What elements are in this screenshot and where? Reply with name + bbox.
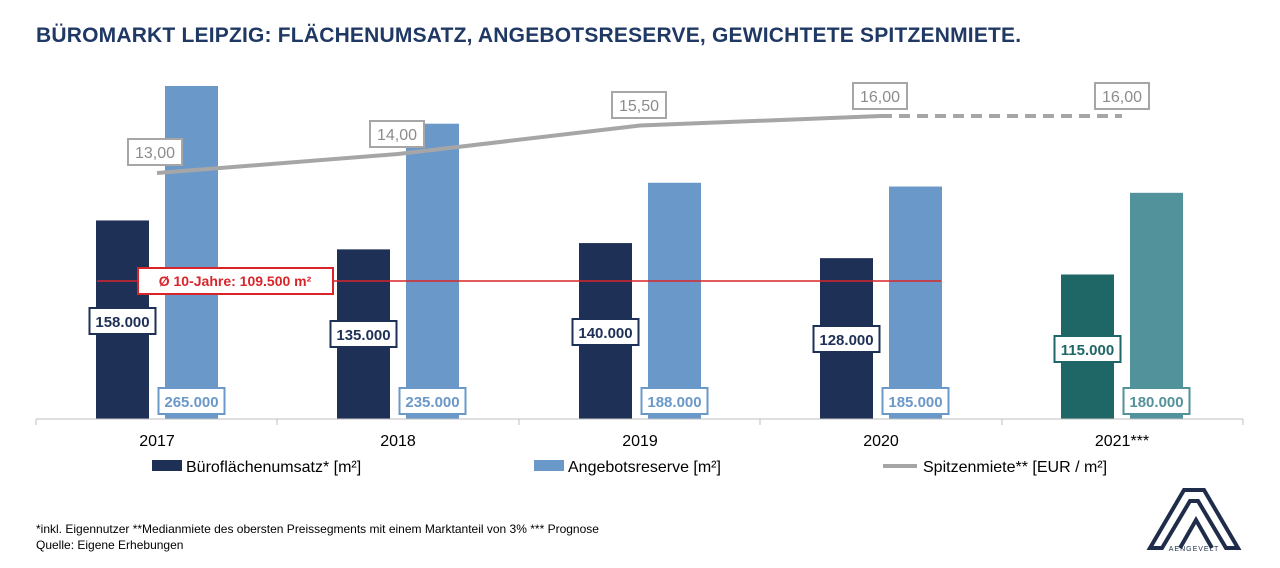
- reference-label: Ø 10-Jahre: 109.500 m²: [159, 273, 312, 289]
- reserve-label-box-2: [640, 387, 709, 415]
- rent-label-1: 14,00: [377, 127, 417, 144]
- legend-label-2: Spitzenmiete** [EUR / m²]: [923, 459, 1107, 476]
- x-tick-label-1: 2018: [380, 433, 416, 450]
- umsatz-label-3: 128.000: [819, 332, 873, 349]
- rent-label-4: 16,00: [1102, 89, 1142, 106]
- x-tick-label-2: 2019: [622, 433, 658, 450]
- umsatz-label-0: 158.000: [95, 314, 149, 331]
- x-tick-label-4: 2021***: [1095, 433, 1149, 450]
- reserve-label-3: 185.000: [888, 394, 942, 411]
- legend: Büroflächenumsatz* [m²] Angebotsreserve […: [152, 459, 1107, 476]
- reserve-label-box-0: [157, 387, 226, 415]
- bars-layer: [96, 86, 1183, 419]
- umsatz-label-box-1: [329, 320, 398, 348]
- rent-line: [156, 114, 882, 175]
- reserve-label-box-1: [398, 387, 467, 415]
- reserve-label-box-4: [1122, 387, 1191, 415]
- rent-line-layer: [156, 114, 1122, 175]
- x-axis: 2017 2018 2019 2020 2021***: [35, 418, 1244, 450]
- legend-label-0: Büroflächenumsatz* [m²]: [186, 459, 361, 476]
- reserve-label-2: 188.000: [647, 394, 701, 411]
- reserve-label-box-3: [881, 387, 950, 415]
- bar-reserve-3: [889, 186, 942, 419]
- umsatz-label-1: 135.000: [336, 327, 390, 344]
- rent-label-box-1: [369, 120, 425, 148]
- aengevelt-logo-icon: [1146, 488, 1242, 550]
- rent-label-2: 15,50: [619, 98, 659, 115]
- bar-reserve-4: [1130, 192, 1183, 419]
- bar-reserve-2: [648, 182, 701, 419]
- umsatz-label-box-2: [571, 318, 640, 346]
- reserve-label-0: 265.000: [164, 394, 218, 411]
- rent-label-box-2: [611, 91, 667, 119]
- chart-title: BÜROMARKT LEIPZIG: FLÄCHENUMSATZ, ANGEBO…: [36, 24, 1022, 47]
- footnote-line-1: *inkl. Eigennutzer **Medianmiete des obe…: [36, 522, 599, 536]
- logo-text: AENGEVELT: [1168, 546, 1220, 553]
- reference-line-layer: Ø 10-Jahre: 109.500 m²: [97, 267, 941, 295]
- footnote: *inkl. Eigennutzer **Medianmiete des obe…: [36, 521, 599, 553]
- reserve-label-4: 180.000: [1129, 394, 1183, 411]
- umsatz-label-2: 140.000: [578, 325, 632, 342]
- rent-label-0: 13,00: [135, 145, 175, 162]
- rent-label-3: 16,00: [860, 89, 900, 106]
- data-labels-layer: 13,00 14,00 15,50 16,00 16,00 158.000 135.000 1…: [88, 82, 1191, 415]
- umsatz-label-box-0: [88, 307, 157, 335]
- reference-label-box: [137, 267, 334, 295]
- footnote-line-2: Quelle: Eigene Erhebungen: [36, 538, 184, 552]
- umsatz-label-box-3: [812, 325, 881, 353]
- x-tick-label-3: 2020: [863, 433, 899, 450]
- bar-reserve-0: [165, 86, 218, 419]
- umsatz-label-box-4: [1053, 335, 1122, 363]
- legend-swatch-0: [152, 460, 182, 471]
- rent-label-box-4: [1094, 82, 1150, 110]
- legend-label-1: Angebotsreserve [m²]: [568, 459, 721, 476]
- legend-swatch-1: [534, 460, 564, 471]
- umsatz-label-4: 115.000: [1061, 342, 1114, 359]
- rent-label-box-3: [852, 82, 908, 110]
- rent-label-box-0: [127, 138, 183, 166]
- reserve-label-1: 235.000: [405, 394, 459, 411]
- x-tick-label-0: 2017: [139, 433, 175, 450]
- bar-reserve-1: [406, 123, 459, 419]
